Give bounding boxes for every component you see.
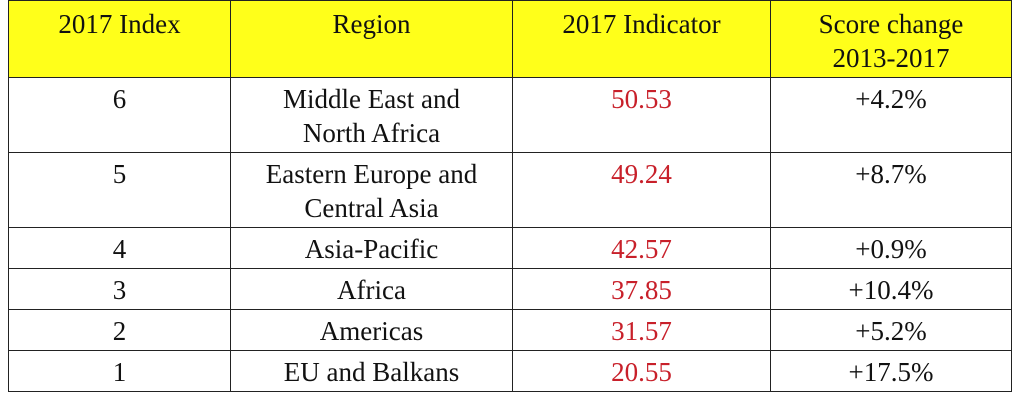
table-cell: Middle East and North Africa	[230, 77, 513, 153]
table-row: 1 EU and Balkans 20.55 +17.5%	[8, 350, 1012, 392]
table-cell: +10.4%	[770, 268, 1012, 310]
header-cell: 2017 Indicator	[512, 0, 771, 78]
table-cell: 31.57	[512, 309, 771, 351]
table-row: 5 Eastern Europe and Central Asia 49.24 +8.…	[8, 152, 1012, 228]
table-cell: 5	[8, 152, 231, 228]
table-cell: 2	[8, 309, 231, 351]
table-row: 4 Asia-Pacific 42.57 +0.9%	[8, 227, 1012, 269]
table-row: 6 Middle East and North Africa 50.53 +4.2%	[8, 77, 1012, 153]
table-cell: 4	[8, 227, 231, 269]
table-cell: EU and Balkans	[230, 350, 513, 392]
table-body: 6 Middle East and North Africa 50.53 +4.2% 5…	[8, 77, 1012, 392]
header-cell: Score change 2013-2017	[770, 0, 1012, 78]
table-cell: Eastern Europe and Central Asia	[230, 152, 513, 228]
table-row: 2 Americas 31.57 +5.2%	[8, 309, 1012, 351]
header-row: 2017 Index Region 2017 Indicator Score chan…	[8, 0, 1012, 78]
header-cell: 2017 Index	[8, 0, 231, 78]
table-cell: +0.9%	[770, 227, 1012, 269]
table-cell: Americas	[230, 309, 513, 351]
table-cell: 49.24	[512, 152, 771, 228]
data-table: 2017 Index Region 2017 Indicator Score chan…	[8, 0, 1012, 392]
table-cell: 20.55	[512, 350, 771, 392]
table-cell: 6	[8, 77, 231, 153]
table-cell: 50.53	[512, 77, 771, 153]
table-cell: 3	[8, 268, 231, 310]
table-cell: +17.5%	[770, 350, 1012, 392]
table-cell: +4.2%	[770, 77, 1012, 153]
table-cell: 1	[8, 350, 231, 392]
header-cell: Region	[230, 0, 513, 78]
table-cell: 42.57	[512, 227, 771, 269]
table-cell: +5.2%	[770, 309, 1012, 351]
table-cell: +8.7%	[770, 152, 1012, 228]
table-cell: Asia-Pacific	[230, 227, 513, 269]
table-cell: Africa	[230, 268, 513, 310]
table-cell: 37.85	[512, 268, 771, 310]
table-row: 3 Africa 37.85 +10.4%	[8, 268, 1012, 310]
